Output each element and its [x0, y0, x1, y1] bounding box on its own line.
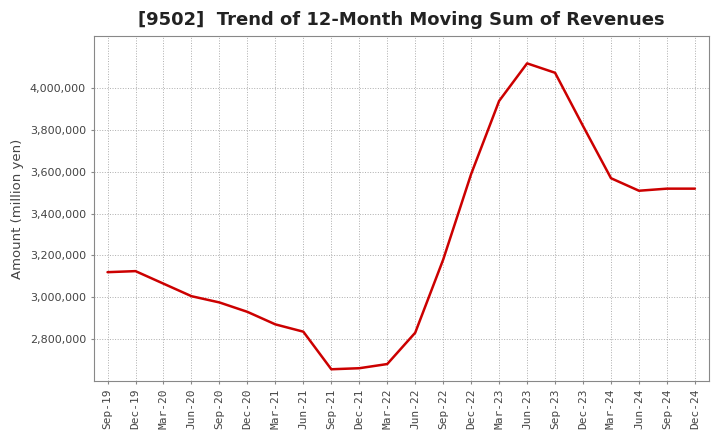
- Title: [9502]  Trend of 12-Month Moving Sum of Revenues: [9502] Trend of 12-Month Moving Sum of R…: [138, 11, 665, 29]
- Y-axis label: Amount (million yen): Amount (million yen): [11, 138, 24, 279]
